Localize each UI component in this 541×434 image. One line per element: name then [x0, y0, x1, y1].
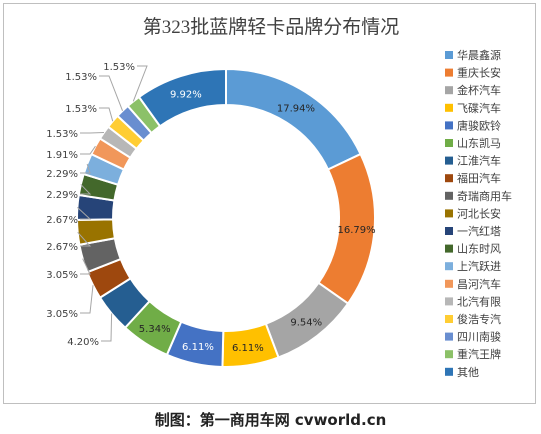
leader-line — [101, 313, 113, 342]
chart-frame: 第323批蓝牌轻卡品牌分布情况 17.94% 16.79% 9.54% 6.11% 6.… — [3, 3, 536, 404]
legend-swatch — [445, 103, 453, 112]
credit-caption: 制图：第一商用车网 cvworld.cn — [154, 411, 387, 429]
legend-label: 华晨鑫源 — [457, 48, 501, 62]
legend-swatch — [445, 139, 453, 147]
data-label: 5.34% — [139, 324, 171, 335]
legend-label: 上汽跃进 — [457, 259, 501, 273]
data-label: 3.05% — [46, 309, 78, 320]
data-label: 9.54% — [290, 318, 322, 329]
legend-swatch — [445, 227, 453, 235]
legend-label: 其他 — [457, 366, 479, 379]
leader-line — [80, 163, 91, 174]
legend-label: 河北长安 — [457, 206, 501, 220]
leader-line — [80, 258, 91, 275]
legend-swatch — [445, 244, 453, 253]
legend-label: 重庆长安 — [457, 66, 501, 80]
legend-swatch — [445, 279, 453, 288]
legend-label: 飞碟汽车 — [457, 101, 501, 115]
data-label: 16.79% — [337, 225, 375, 236]
legend-swatch — [445, 51, 453, 59]
data-label: 1.53% — [46, 129, 78, 140]
leader-line — [99, 107, 114, 122]
data-label: 4.20% — [67, 337, 99, 348]
legend-label: 一汽红塔 — [457, 224, 501, 238]
legend-swatch — [445, 209, 453, 218]
chart-title: 第323批蓝牌轻卡品牌分布情况 — [143, 16, 400, 38]
donut-slice — [137, 67, 227, 128]
leader-line — [77, 207, 92, 220]
legend-label: 北汽有限 — [457, 294, 501, 308]
donut-chart: 第323批蓝牌轻卡品牌分布情况 17.94% 16.79% 9.54% 6.11% 6.… — [46, 16, 512, 379]
data-label: 3.05% — [46, 270, 78, 281]
legend-swatch — [445, 262, 453, 271]
data-label: 2.29% — [46, 190, 78, 201]
legend-label: 福田汽车 — [457, 171, 501, 185]
legend-label: 唐骏欧铃 — [457, 118, 501, 132]
data-label: 2.67% — [46, 215, 78, 226]
data-label: 1.53% — [103, 62, 135, 73]
legend-swatch — [445, 156, 453, 165]
legend-label: 奇瑞商用车 — [457, 189, 512, 203]
legend-label: 昌河汽车 — [457, 277, 501, 291]
data-label: 2.67% — [46, 242, 78, 253]
data-label: 6.11% — [232, 343, 264, 354]
legend-label: 江淮汽车 — [457, 154, 501, 168]
data-label: 6.11% — [182, 342, 214, 353]
data-label: 17.94% — [277, 103, 315, 114]
slices-layer — [75, 67, 376, 368]
legend-label: 四川南骏 — [457, 330, 501, 344]
leader-line — [132, 65, 148, 102]
legend-swatch — [445, 367, 453, 376]
legend-swatch — [445, 68, 453, 77]
legend-label: 金杯汽车 — [457, 83, 501, 97]
leader-lines-layer — [77, 65, 148, 342]
legend-swatch — [445, 121, 453, 130]
legend-swatch — [445, 174, 453, 183]
leader-line — [80, 184, 92, 195]
data-label: 9.92% — [170, 89, 202, 100]
data-label: 1.53% — [65, 104, 97, 115]
leader-line — [77, 232, 92, 247]
legend-swatch — [445, 191, 453, 200]
legend-swatch — [445, 86, 453, 95]
leader-line — [80, 145, 96, 155]
data-labels-layer: 17.94% 16.79% 9.54% 6.11% 6.11% 5.34% 4.20% 3.0… — [46, 62, 375, 354]
legend-swatch — [445, 315, 453, 323]
legend-label: 俊浩专汽 — [457, 312, 501, 326]
donut-slice — [225, 67, 362, 171]
data-label: 2.29% — [46, 169, 78, 180]
legend-label: 山东凯马 — [457, 137, 501, 150]
legend: 华晨鑫源重庆长安金杯汽车飞碟汽车唐骏欧铃山东凯马江淮汽车福田汽车奇瑞商用车河北长… — [445, 48, 512, 379]
legend-swatch — [445, 297, 453, 306]
legend-label: 重汽王牌 — [457, 347, 501, 361]
leader-line — [99, 75, 124, 111]
legend-label: 山东时风 — [457, 243, 501, 256]
legend-swatch — [445, 350, 453, 359]
data-label: 1.91% — [46, 150, 78, 161]
legend-swatch — [445, 332, 453, 341]
leader-line — [80, 285, 94, 314]
data-label: 1.53% — [65, 72, 97, 83]
